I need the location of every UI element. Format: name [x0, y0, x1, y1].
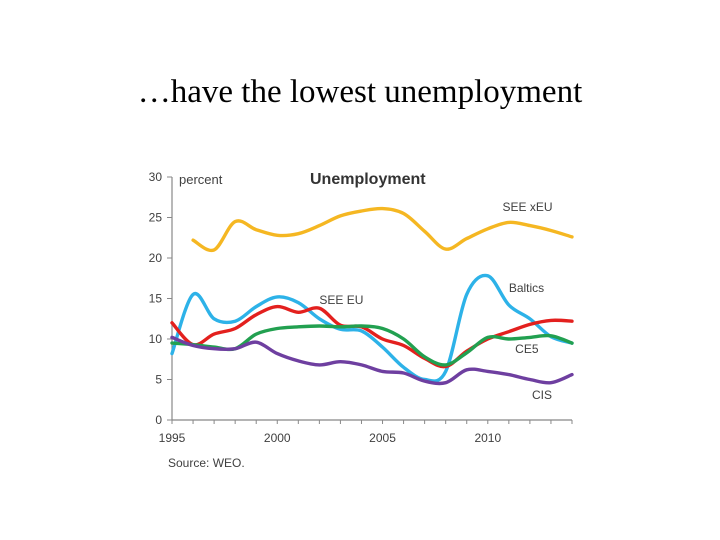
series-line-cis: [170, 335, 574, 386]
x-tick-label: 2005: [369, 431, 396, 445]
x-axis-ticks: 1995 2000 2005 2010: [159, 420, 573, 445]
y-tick-label: 0: [155, 413, 162, 427]
y-tick-label: 5: [155, 373, 162, 387]
series-line-see-xeu: [191, 206, 574, 253]
x-tick-label: 2010: [474, 431, 501, 445]
y-tick-label: 30: [149, 170, 163, 184]
series-label-see-eu: SEE EU: [319, 293, 363, 307]
series-label-ce5: CE5: [515, 342, 539, 356]
y-tick-label: 25: [149, 211, 163, 225]
series-line-baltics: [170, 273, 574, 383]
y-tick-label: 20: [149, 251, 163, 265]
x-tick-label: 2000: [264, 431, 291, 445]
series-label-see-xeu: SEE xEU: [503, 200, 553, 214]
unemployment-line-chart: 0 5 10 15 20 25 30 1995 2000 2005 2010 SEE xEU Bal…: [149, 170, 574, 470]
chart-source: Source: WEO.: [168, 456, 245, 470]
y-tick-label: 15: [149, 292, 163, 306]
series-line-see-eu: [170, 304, 574, 369]
y-axis-label: percent: [179, 172, 223, 187]
x-tick-label: 1995: [159, 431, 186, 445]
series-labels: SEE xEU Baltics SEE EU CE5 CIS: [319, 200, 552, 402]
chart-title: Unemployment: [310, 171, 426, 188]
slide-title: …have the lowest unemployment: [137, 74, 583, 110]
series-label-cis: CIS: [532, 388, 552, 402]
y-axis-ticks: 0 5 10 15 20 25 30: [149, 170, 172, 427]
series-label-baltics: Baltics: [509, 281, 544, 295]
y-tick-label: 10: [149, 332, 163, 346]
series-lines: [170, 206, 574, 386]
